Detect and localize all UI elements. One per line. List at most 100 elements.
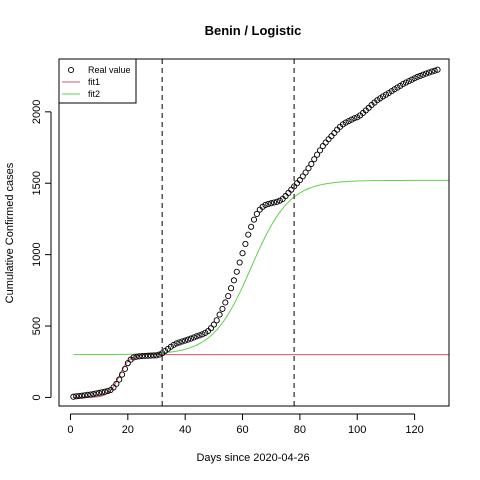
data-point [417,72,424,79]
data-point [405,78,412,85]
data-point [351,115,358,122]
y-tick-label: 2000 [31,100,43,124]
data-point [87,391,94,398]
data-point [316,147,324,154]
legend-label: fit2 [88,89,100,99]
data-point [271,199,278,206]
legend-label: Real value [88,65,131,75]
data-point [414,73,421,80]
data-point [299,173,306,180]
data-point [141,352,149,359]
data-point [93,390,100,397]
data-point [70,393,77,400]
data-point [190,334,197,341]
data-point [116,376,123,383]
data-point [248,223,255,230]
chart-title: Benin / Logistic [205,23,302,38]
data-point [434,66,441,73]
data-point [147,352,154,359]
data-point [104,387,111,395]
data-point [173,340,180,347]
x-tick-label: 120 [405,424,423,436]
data-point [239,250,246,257]
legend-symbol-point [67,66,75,74]
x-axis-label: Days since 2020-04-26 [196,452,309,464]
data-point [170,341,177,348]
data-point [311,156,318,163]
data-point [176,339,183,346]
data-point [265,200,272,207]
data-point [253,210,260,217]
y-tick-label: 0 [31,394,43,400]
data-point [187,335,194,342]
real-value-points [70,66,441,400]
data-point [425,69,432,76]
data-point [428,68,435,75]
data-point [273,198,280,205]
data-point [219,305,226,312]
data-point [228,285,235,292]
data-point [130,354,137,361]
data-point [156,351,163,358]
data-point [199,331,206,338]
data-point [184,336,192,343]
legend-label: fit1 [88,77,100,87]
data-point [182,337,189,344]
legend: Real value fit1 fit2 [58,58,137,104]
data-point [222,299,229,306]
data-point [119,371,126,378]
data-point [96,389,103,396]
x-tick-label: 80 [294,424,306,436]
plot-frame [58,58,450,407]
data-point [296,177,303,184]
data-point [250,216,258,223]
y-axis-label: Cumulative Confirmed cases [4,162,16,303]
data-point [73,393,80,400]
data-point [90,390,97,398]
data-point [236,259,243,266]
data-point [150,352,157,359]
data-point [101,388,108,395]
data-point [121,365,129,372]
data-point [230,277,237,284]
x-tick-label: 60 [236,424,248,436]
legend-box [58,58,137,104]
data-point [179,338,186,345]
data-point [213,317,220,324]
data-point [420,71,427,78]
data-point [342,119,349,126]
data-point [136,353,143,360]
data-point [305,165,312,172]
x-tick-label: 100 [348,424,366,436]
data-point [144,352,151,359]
data-point [408,76,415,83]
data-point [308,160,315,168]
data-point [193,333,200,340]
y-tick-label: 1500 [31,171,43,195]
data-point [402,79,410,86]
data-point [233,268,240,275]
x-tick-label: 0 [67,424,73,436]
plot-marks [70,59,449,406]
y-tick-label: 1000 [31,242,43,266]
data-point [81,392,88,399]
data-point [196,332,203,339]
data-point [139,352,146,360]
data-point [76,392,83,400]
data-point [133,353,140,360]
data-point [268,200,275,207]
y-tick-label: 500 [31,317,43,335]
axes: 0 20 40 60 80 100 120 0 500 1000 1500 2000 [31,100,424,436]
data-point [348,116,355,123]
data-point [113,380,120,387]
data-point [245,231,252,238]
data-point [242,240,249,247]
data-point [84,391,91,398]
data-point [98,389,106,396]
data-point [225,292,232,300]
x-tick-label: 40 [179,424,191,436]
data-point [78,392,85,399]
data-point [262,201,269,208]
data-point [423,70,430,77]
